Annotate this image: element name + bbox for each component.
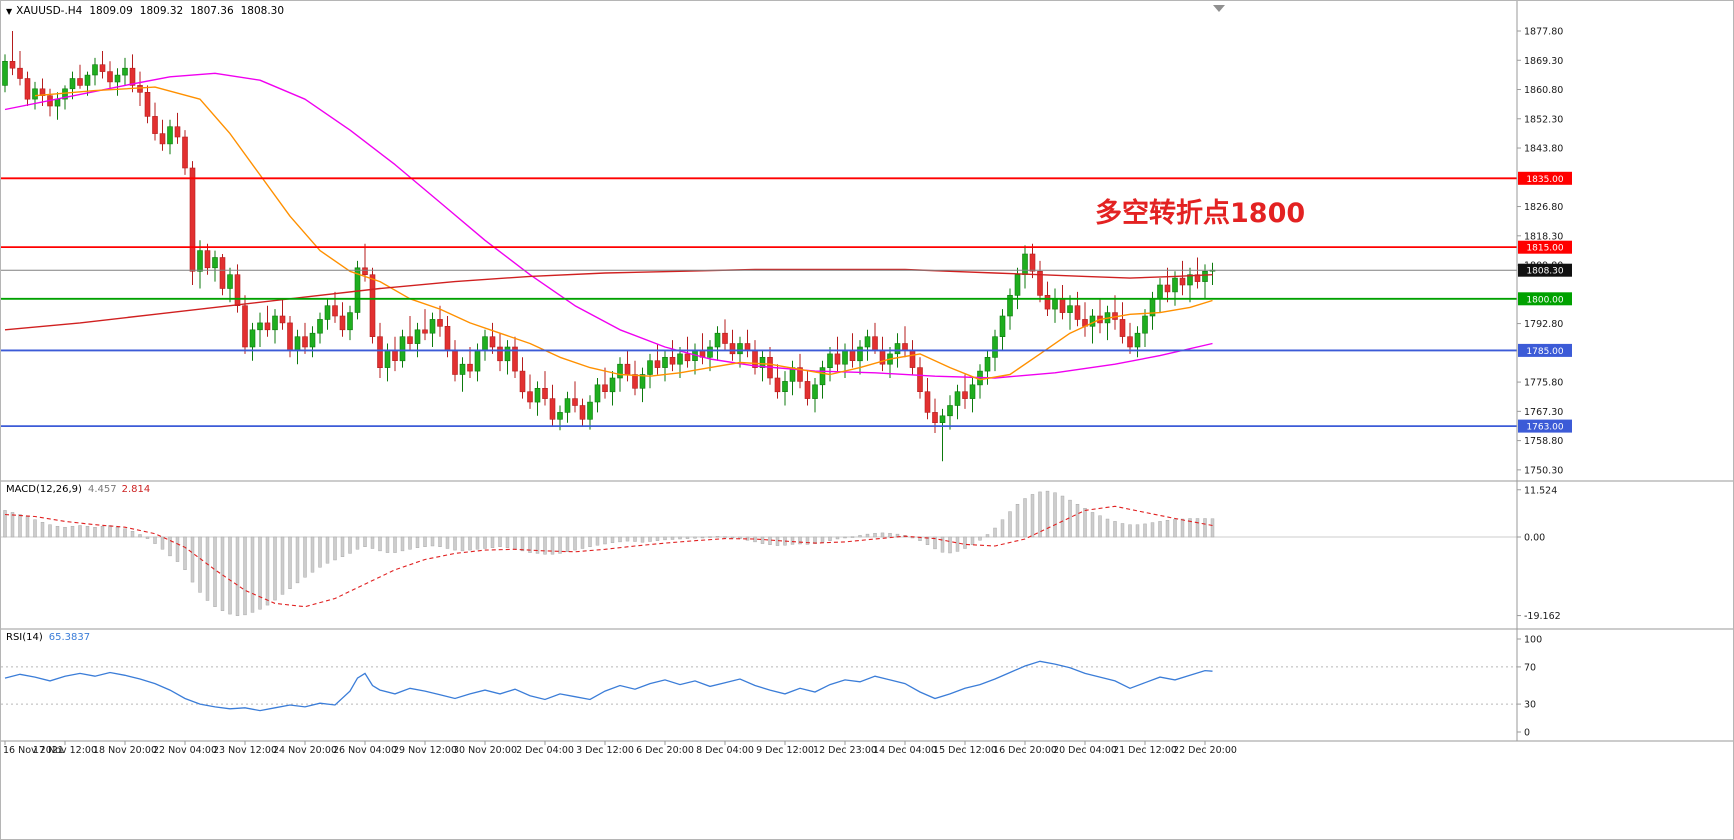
macd-signal-line (4, 505, 1213, 608)
current-price-badge (1518, 263, 1572, 277)
macd-name: MACD(12,26,9) (6, 484, 82, 495)
panel-separators (1, 1, 1733, 742)
price-badge-1763.00 (1518, 419, 1572, 433)
svg-text:2 Dec 04:00: 2 Dec 04:00 (516, 745, 574, 756)
svg-text:1808.30: 1808.30 (1526, 267, 1563, 277)
svg-text:20 Dec 04:00: 20 Dec 04:00 (1053, 745, 1117, 756)
rsi-indicator-label: RSI(14) 65.3837 (6, 632, 90, 643)
macd-value-main: 4.457 (87, 484, 117, 495)
svg-text:8 Dec 04:00: 8 Dec 04:00 (696, 745, 754, 756)
moving-averages-layer (4, 72, 1213, 381)
svg-text:12 Dec 23:00: 12 Dec 23:00 (813, 745, 877, 756)
symbol-title: XAUUSD-.H4 (16, 5, 83, 17)
price-badge-1815.00 (1518, 240, 1572, 254)
svg-text:1869.30: 1869.30 (1524, 56, 1563, 67)
price-badge-1785.00 (1518, 343, 1572, 357)
svg-text:3 Dec 12:00: 3 Dec 12:00 (576, 745, 634, 756)
ohlc-low: 1807.36 (190, 5, 234, 17)
svg-text:1818.30: 1818.30 (1524, 231, 1563, 242)
symbol-info: ▼ XAUUSD-.H4 1809.09 1809.32 1807.36 1808.30 (6, 5, 284, 17)
svg-text:14 Dec 04:00: 14 Dec 04:00 (873, 745, 937, 756)
svg-text:1852.30: 1852.30 (1524, 114, 1563, 125)
rsi-layer (4, 660, 1213, 712)
annotation-text[interactable]: 多空转折点1800 (1095, 198, 1306, 229)
svg-text:1775.80: 1775.80 (1524, 378, 1563, 389)
price-axis[interactable]: 1877.80 1869.30 1860.80 1852.30 1843.80 1826.… (1517, 27, 1572, 739)
svg-text:9 Dec 12:00: 9 Dec 12:00 (756, 745, 814, 756)
svg-text:16 Nov 2021: 16 Nov 2021 (3, 745, 64, 756)
svg-text:1826.80: 1826.80 (1524, 202, 1563, 213)
ohlc-close: 1808.30 (240, 5, 285, 17)
svg-text:29 Nov 12:00: 29 Nov 12:00 (393, 745, 457, 756)
price-badge-1800.00 (1518, 292, 1572, 306)
ohlc-high: 1809.32 (139, 5, 184, 17)
svg-text:1750.30: 1750.30 (1524, 465, 1563, 476)
ma-slow-magenta (4, 72, 1213, 379)
svg-text:24 Nov 20:00: 24 Nov 20:00 (273, 745, 337, 756)
svg-text:1860.80: 1860.80 (1524, 85, 1563, 96)
svg-text:30 Nov 20:00: 30 Nov 20:00 (453, 745, 517, 756)
chart-shift-marker[interactable] (1213, 5, 1225, 12)
svg-text:1767.30: 1767.30 (1524, 407, 1563, 418)
svg-text:18 Nov 20:00: 18 Nov 20:00 (93, 745, 157, 756)
rsi-value: 65.3837 (48, 632, 91, 643)
svg-text:1843.80: 1843.80 (1524, 144, 1563, 155)
svg-text:22 Nov 04:00: 22 Nov 04:00 (153, 745, 217, 756)
svg-text:15 Dec 12:00: 15 Dec 12:00 (933, 745, 997, 756)
svg-text:1758.80: 1758.80 (1524, 436, 1563, 447)
svg-text:1800.00: 1800.00 (1526, 295, 1563, 305)
ohlc-open: 1809.09 (89, 5, 133, 17)
svg-text:0: 0 (1524, 728, 1530, 739)
svg-text:100: 100 (1524, 635, 1542, 646)
svg-text:11.524: 11.524 (1524, 485, 1557, 496)
svg-text:6 Dec 20:00: 6 Dec 20:00 (636, 745, 694, 756)
svg-text:1763.00: 1763.00 (1526, 423, 1563, 433)
rsi-name: RSI(14) (6, 632, 43, 643)
rsi-line (4, 660, 1213, 712)
macd-value-signal: 2.814 (121, 484, 151, 495)
svg-text:70: 70 (1524, 662, 1536, 673)
ma-mid-orange (34, 86, 1213, 381)
svg-text:1785.00: 1785.00 (1526, 347, 1563, 357)
svg-text:30: 30 (1524, 700, 1536, 711)
collapse-arrow-icon[interactable]: ▼ (6, 7, 13, 16)
svg-text:0.00: 0.00 (1524, 533, 1545, 544)
svg-text:1877.80: 1877.80 (1524, 27, 1563, 38)
svg-text:23 Nov 12:00: 23 Nov 12:00 (213, 745, 277, 756)
svg-text:22 Dec 20:00: 22 Dec 20:00 (1173, 745, 1237, 756)
price-badge-1835.00 (1518, 171, 1572, 185)
svg-text:-19.162: -19.162 (1524, 611, 1561, 622)
svg-text:26 Nov 04:00: 26 Nov 04:00 (333, 745, 397, 756)
svg-text:1792.80: 1792.80 (1524, 319, 1563, 330)
svg-text:1815.00: 1815.00 (1526, 244, 1563, 254)
macd-indicator-label: MACD(12,26,9) 4.457 2.814 (6, 484, 150, 495)
horizontal-lines-layer[interactable] (1, 177, 1517, 428)
svg-text:17 Nov 12:00: 17 Nov 12:00 (33, 745, 97, 756)
macd-layer (3, 490, 1215, 616)
svg-text:21 Dec 12:00: 21 Dec 12:00 (1113, 745, 1177, 756)
svg-text:16 Dec 20:00: 16 Dec 20:00 (993, 745, 1057, 756)
svg-text:1835.00: 1835.00 (1526, 175, 1563, 185)
